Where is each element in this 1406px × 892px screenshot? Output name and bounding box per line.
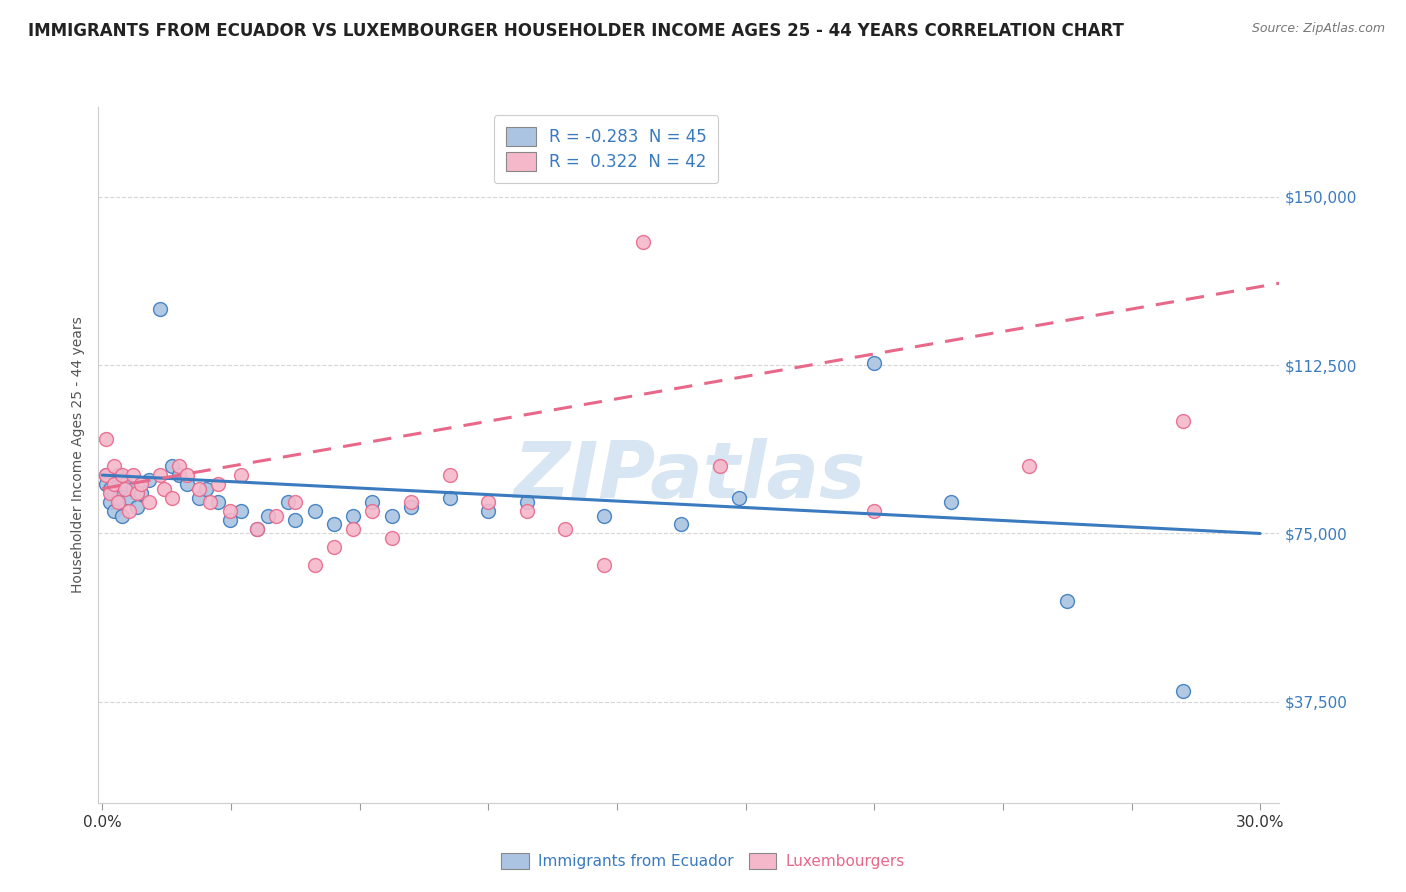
Point: [176, 468, 198, 483]
Point: [439, 491, 461, 505]
Point: [381, 508, 404, 523]
Point: [246, 522, 269, 536]
Point: [284, 495, 307, 509]
Point: [246, 522, 269, 536]
Legend: R = -0.283  N = 45, R =  0.322  N = 42: R = -0.283 N = 45, R = 0.322 N = 42: [494, 115, 718, 183]
Point: [941, 495, 963, 509]
Point: [284, 513, 307, 527]
Point: [863, 504, 886, 518]
Point: [342, 508, 364, 523]
Point: [122, 482, 145, 496]
Point: [98, 482, 121, 496]
Point: [149, 301, 172, 316]
Point: [114, 477, 136, 491]
Point: [103, 477, 125, 491]
Point: [122, 468, 145, 483]
Point: [94, 468, 117, 483]
Point: [110, 473, 132, 487]
Point: [125, 486, 148, 500]
Point: [107, 468, 129, 483]
Point: [138, 473, 160, 487]
Point: [195, 482, 218, 496]
Point: [863, 356, 886, 370]
Point: [631, 235, 654, 249]
Point: [399, 500, 422, 514]
Point: [218, 504, 240, 518]
Point: [264, 508, 287, 523]
Point: [1018, 459, 1040, 474]
Point: [176, 477, 198, 491]
Point: [257, 508, 280, 523]
Point: [103, 459, 125, 474]
Point: [277, 495, 299, 509]
Point: [361, 504, 384, 518]
Point: [200, 495, 222, 509]
Point: [160, 491, 183, 505]
Point: [103, 486, 125, 500]
Point: [1171, 414, 1194, 428]
Point: [477, 495, 499, 509]
Point: [98, 486, 121, 500]
Point: [381, 531, 404, 545]
Point: [187, 491, 209, 505]
Point: [304, 558, 326, 572]
Point: [118, 491, 141, 505]
Point: [110, 468, 132, 483]
Point: [110, 508, 132, 523]
Point: [1056, 594, 1078, 608]
Point: [304, 504, 326, 518]
Point: [322, 540, 344, 554]
Point: [728, 491, 751, 505]
Point: [94, 477, 117, 491]
Point: [671, 517, 693, 532]
Point: [129, 477, 152, 491]
Point: [322, 517, 344, 532]
Point: [187, 482, 209, 496]
Point: [218, 513, 240, 527]
Point: [1171, 683, 1194, 698]
Point: [107, 491, 129, 505]
Point: [439, 468, 461, 483]
Point: [94, 432, 117, 446]
Point: [114, 482, 136, 496]
Text: ZIPatlas: ZIPatlas: [513, 438, 865, 514]
Point: [593, 508, 616, 523]
Point: [169, 468, 191, 483]
Point: [207, 495, 229, 509]
Point: [361, 495, 384, 509]
Point: [231, 504, 253, 518]
Point: [231, 468, 253, 483]
Point: [160, 459, 183, 474]
Legend: Immigrants from Ecuador, Luxembourgers: Immigrants from Ecuador, Luxembourgers: [495, 847, 911, 875]
Point: [169, 459, 191, 474]
Point: [138, 495, 160, 509]
Point: [153, 482, 176, 496]
Point: [516, 504, 538, 518]
Text: IMMIGRANTS FROM ECUADOR VS LUXEMBOURGER HOUSEHOLDER INCOME AGES 25 - 44 YEARS CO: IMMIGRANTS FROM ECUADOR VS LUXEMBOURGER …: [28, 22, 1123, 40]
Point: [207, 477, 229, 491]
Point: [516, 495, 538, 509]
Point: [342, 522, 364, 536]
Point: [593, 558, 616, 572]
Point: [103, 504, 125, 518]
Point: [107, 495, 129, 509]
Point: [399, 495, 422, 509]
Point: [554, 522, 576, 536]
Point: [98, 495, 121, 509]
Point: [118, 504, 141, 518]
Y-axis label: Householder Income Ages 25 - 44 years: Householder Income Ages 25 - 44 years: [70, 317, 84, 593]
Point: [477, 504, 499, 518]
Point: [149, 468, 172, 483]
Text: Source: ZipAtlas.com: Source: ZipAtlas.com: [1251, 22, 1385, 36]
Point: [125, 500, 148, 514]
Point: [94, 468, 117, 483]
Point: [709, 459, 731, 474]
Point: [129, 486, 152, 500]
